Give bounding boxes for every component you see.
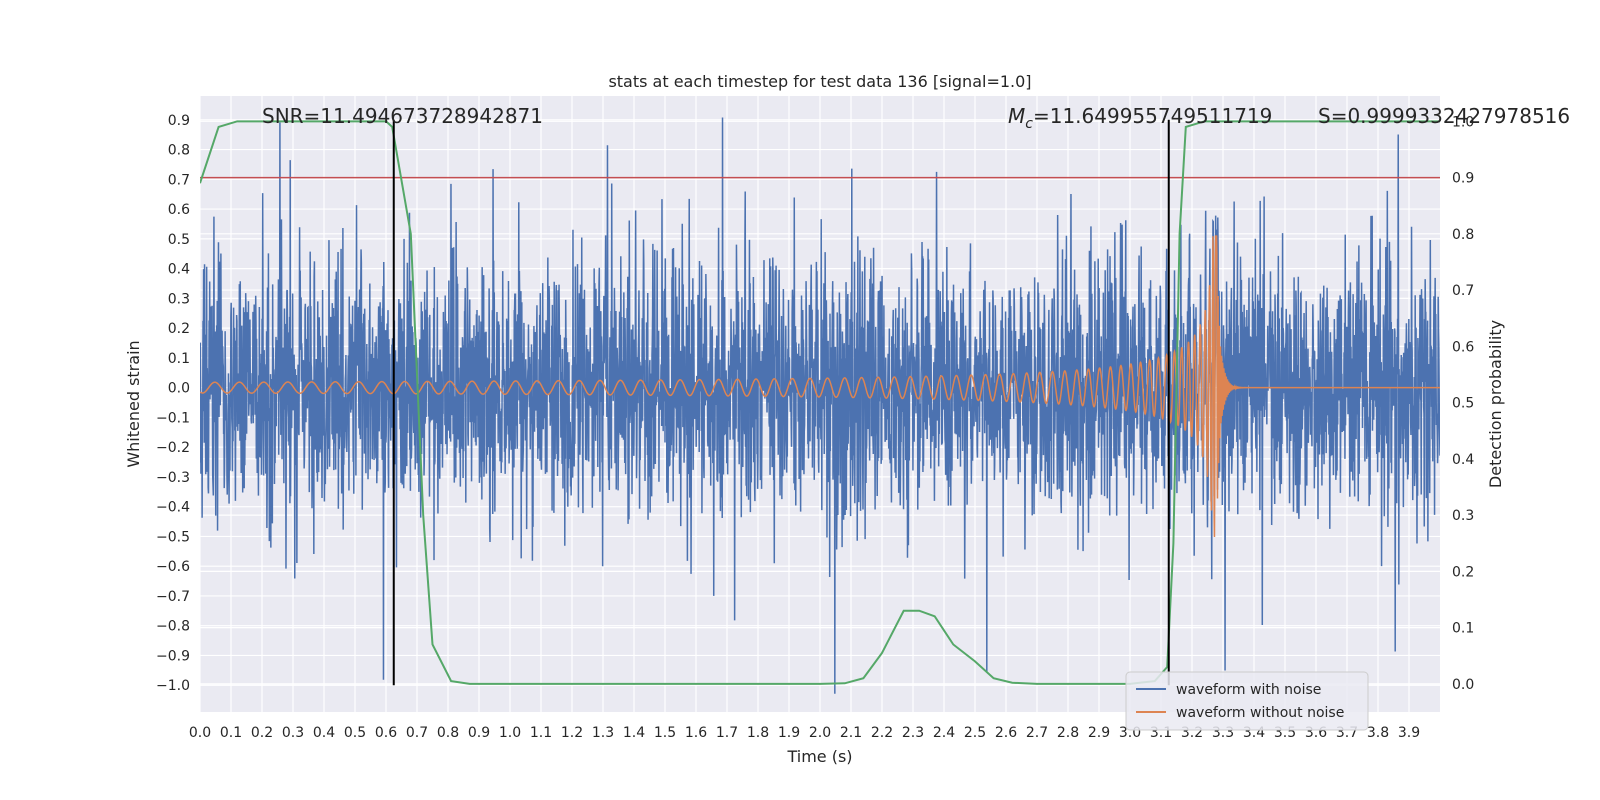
y2-tick-label: 0.9: [1452, 171, 1474, 187]
x-tick-label: 0.3: [282, 725, 304, 741]
y-tick-label: −0.7: [156, 589, 190, 605]
x-tick-label: 2.1: [840, 725, 862, 741]
y-tick-label: 0.1: [168, 351, 190, 367]
y-tick-label: 0.4: [168, 262, 190, 278]
chirp-mass-subscript: c: [1025, 116, 1033, 132]
snr-annotation: SNR=11.494673728942871: [262, 104, 543, 128]
chirp-mass-value: =11.649955749511719: [1033, 104, 1272, 128]
y-axis-title: Whitened strain: [124, 340, 143, 467]
y-axis-ticks: 0.9 0.8 0.7 0.6 0.5 0.4 0.3 0.2 0.1 0.0 −0.1 −0.2 −0…: [156, 113, 190, 694]
x-tick-label: 2.3: [902, 725, 924, 741]
y2-tick-label: 0.8: [1452, 227, 1474, 243]
y2-tick-label: 0.5: [1452, 396, 1474, 412]
x-tick-label: 3.9: [1398, 725, 1420, 741]
series-detection-probability: [200, 120, 1440, 685]
y-tick-label: 0.2: [168, 321, 190, 337]
y-tick-label: −0.8: [156, 619, 190, 635]
x-tick-label: 2.9: [1088, 725, 1110, 741]
y2-tick-label: 0.0: [1452, 677, 1474, 693]
x-tick-label: 1.0: [499, 725, 521, 741]
y-tick-label: 0.5: [168, 232, 190, 248]
s-annotation: S=0.9999332427978516: [1318, 104, 1570, 128]
x-tick-label: 0.0: [189, 725, 211, 741]
x-tick-label: 2.6: [995, 725, 1017, 741]
series-layer: [200, 117, 1440, 694]
y2-axis-title: Detection probability: [1486, 320, 1505, 488]
x-tick-label: 2.4: [933, 725, 955, 741]
y-tick-label: 0.0: [168, 381, 190, 397]
y-tick-label: 0.6: [168, 202, 190, 218]
legend: waveform with noise waveform without nois…: [1125, 671, 1369, 731]
legend-label: waveform without noise: [1176, 705, 1344, 721]
y-tick-label: −0.1: [156, 410, 190, 426]
chirp-mass-symbol: M: [1008, 104, 1025, 128]
x-tick-label: 0.9: [468, 725, 490, 741]
chirp-mass-annotation: Mc=11.649955749511719: [1008, 104, 1272, 132]
y2-axis-ticks: 1.0 0.9 0.8 0.7 0.6 0.5 0.4 0.3 0.2 0.1 0.0: [1452, 114, 1474, 693]
y-tick-label: −0.3: [156, 470, 190, 486]
y-tick-label: −1.0: [156, 678, 190, 694]
y-tick-label: 0.7: [168, 172, 190, 188]
x-tick-label: 2.5: [964, 725, 986, 741]
y-tick-label: −0.2: [156, 440, 190, 456]
x-tick-label: 0.4: [313, 725, 335, 741]
y2-tick-label: 0.1: [1452, 621, 1474, 637]
y-tick-label: 0.3: [168, 291, 190, 307]
y2-tick-label: 0.4: [1452, 452, 1474, 468]
y-tick-label: −0.9: [156, 648, 190, 664]
x-tick-label: 0.1: [220, 725, 242, 741]
x-tick-label: 1.9: [778, 725, 800, 741]
x-tick-label: 1.7: [716, 725, 738, 741]
y-tick-label: −0.4: [156, 500, 190, 516]
y2-tick-label: 1.0: [1452, 114, 1474, 130]
x-tick-label: 1.4: [623, 725, 645, 741]
x-tick-label: 3.8: [1367, 725, 1389, 741]
x-tick-label: 0.2: [251, 725, 273, 741]
y2-tick-label: 0.3: [1452, 508, 1474, 524]
y-tick-label: −0.6: [156, 559, 190, 575]
x-tick-label: 1.5: [654, 725, 676, 741]
x-tick-label: 2.7: [1026, 725, 1048, 741]
x-tick-label: 0.6: [375, 725, 397, 741]
y2-tick-label: 0.2: [1452, 564, 1474, 580]
y-tick-label: 0.9: [168, 113, 190, 129]
y-tick-label: 0.8: [168, 143, 190, 159]
y2-tick-label: 0.6: [1452, 339, 1474, 355]
x-tick-label: 1.1: [530, 725, 552, 741]
x-tick-label: 1.3: [592, 725, 614, 741]
chart-title: stats at each timestep for test data 136…: [608, 72, 1031, 91]
y-tick-label: −0.5: [156, 529, 190, 545]
series-waveform-without-noise: [200, 235, 1440, 538]
x-tick-label: 2.8: [1057, 725, 1079, 741]
x-tick-label: 1.6: [685, 725, 707, 741]
x-tick-label: 1.8: [747, 725, 769, 741]
x-tick-label: 2.0: [809, 725, 831, 741]
x-tick-label: 0.5: [344, 725, 366, 741]
x-axis-title: Time (s): [786, 747, 852, 766]
x-tick-label: 0.7: [406, 725, 428, 741]
x-tick-label: 2.2: [871, 725, 893, 741]
x-tick-label: 1.2: [561, 725, 583, 741]
series-waveform-with-noise: [200, 117, 1440, 694]
y2-tick-label: 0.7: [1452, 283, 1474, 299]
x-tick-label: 0.8: [437, 725, 459, 741]
legend-box: [1125, 671, 1369, 731]
legend-label: waveform with noise: [1176, 682, 1321, 698]
